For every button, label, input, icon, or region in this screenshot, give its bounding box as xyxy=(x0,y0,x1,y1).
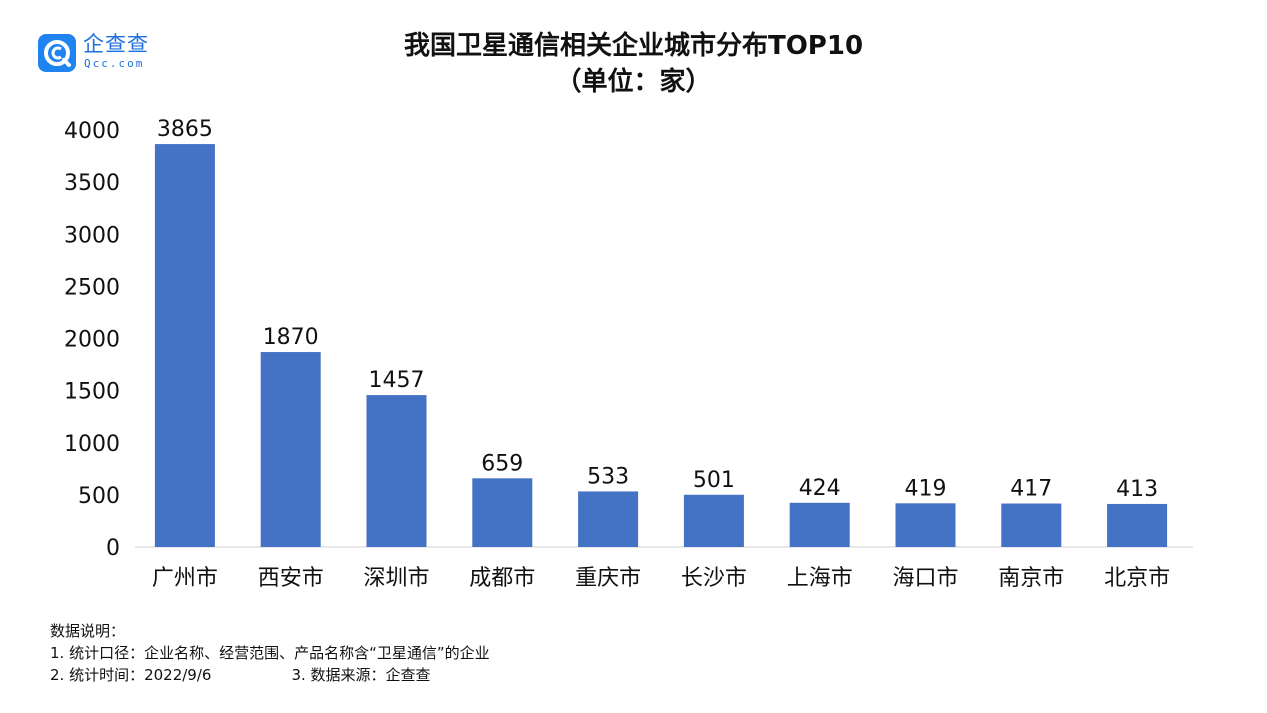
data-label: 1457 xyxy=(369,368,425,393)
data-label: 533 xyxy=(587,464,629,489)
chart-title: 我国卫星通信相关企业城市分布TOP10 xyxy=(403,31,864,61)
logo-domain: Qcc.com xyxy=(84,57,145,70)
bar xyxy=(895,503,956,547)
y-tick-label: 2500 xyxy=(64,275,120,300)
bar xyxy=(789,502,850,547)
notes-line-1: 1. 统计口径：企业名称、经营范围、产品名称含“卫星通信”的企业 xyxy=(50,644,490,662)
notes-line-2: 2. 统计时间：2022/9/6 3. 数据来源：企查查 xyxy=(50,664,490,686)
x-tick-label: 重庆市 xyxy=(575,566,641,591)
bar xyxy=(472,478,533,547)
bar xyxy=(1001,503,1062,547)
y-tick-label: 1000 xyxy=(64,432,120,457)
data-label: 1870 xyxy=(263,325,319,350)
data-notes: 数据说明： 1. 统计口径：企业名称、经营范围、产品名称含“卫星通信”的企业 2… xyxy=(50,620,490,686)
y-tick-label: 500 xyxy=(78,484,120,509)
data-label: 417 xyxy=(1010,477,1052,502)
qcc-logo: 企查查 Qcc.com xyxy=(38,30,163,74)
notes-stat-time: 2. 统计时间：2022/9/6 xyxy=(50,666,212,684)
data-label: 3865 xyxy=(157,117,213,142)
x-tick-label: 深圳市 xyxy=(363,566,429,591)
data-label: 501 xyxy=(693,468,735,493)
x-tick-label: 海口市 xyxy=(892,566,958,591)
bar-chart: 0 500 1000 1500 2000 2500 3000 3500 4000 3865 广州市 1… xyxy=(64,117,1193,591)
qcc-logo-icon xyxy=(38,34,76,72)
y-tick-label: 2000 xyxy=(64,328,120,353)
x-tick-label: 广州市 xyxy=(152,566,218,591)
x-tick-label: 南京市 xyxy=(998,566,1064,591)
bar xyxy=(366,395,427,547)
bar xyxy=(260,352,321,547)
y-tick-label: 0 xyxy=(106,536,120,561)
notes-data-source: 3. 数据来源：企查查 xyxy=(291,666,431,684)
x-tick-label: 长沙市 xyxy=(681,566,747,591)
x-tick-label: 北京市 xyxy=(1104,566,1170,591)
y-tick-label: 1500 xyxy=(64,380,120,405)
data-label: 424 xyxy=(799,476,841,501)
y-tick-label: 3000 xyxy=(64,223,120,248)
bar xyxy=(1107,503,1168,547)
y-tick-label: 4000 xyxy=(64,119,120,144)
x-tick-label: 成都市 xyxy=(469,566,535,591)
notes-heading: 数据说明： xyxy=(50,622,126,640)
chart-subtitle: （单位：家） xyxy=(555,67,712,97)
bar xyxy=(578,491,639,547)
data-label: 419 xyxy=(905,476,947,501)
bar xyxy=(154,144,215,548)
y-tick-label: 3500 xyxy=(64,171,120,196)
x-tick-label: 上海市 xyxy=(787,566,853,591)
logo-name: 企查查 xyxy=(83,32,149,56)
x-tick-label: 西安市 xyxy=(258,566,324,591)
bar xyxy=(683,494,744,547)
data-label: 413 xyxy=(1116,477,1158,502)
data-label: 659 xyxy=(481,451,523,476)
